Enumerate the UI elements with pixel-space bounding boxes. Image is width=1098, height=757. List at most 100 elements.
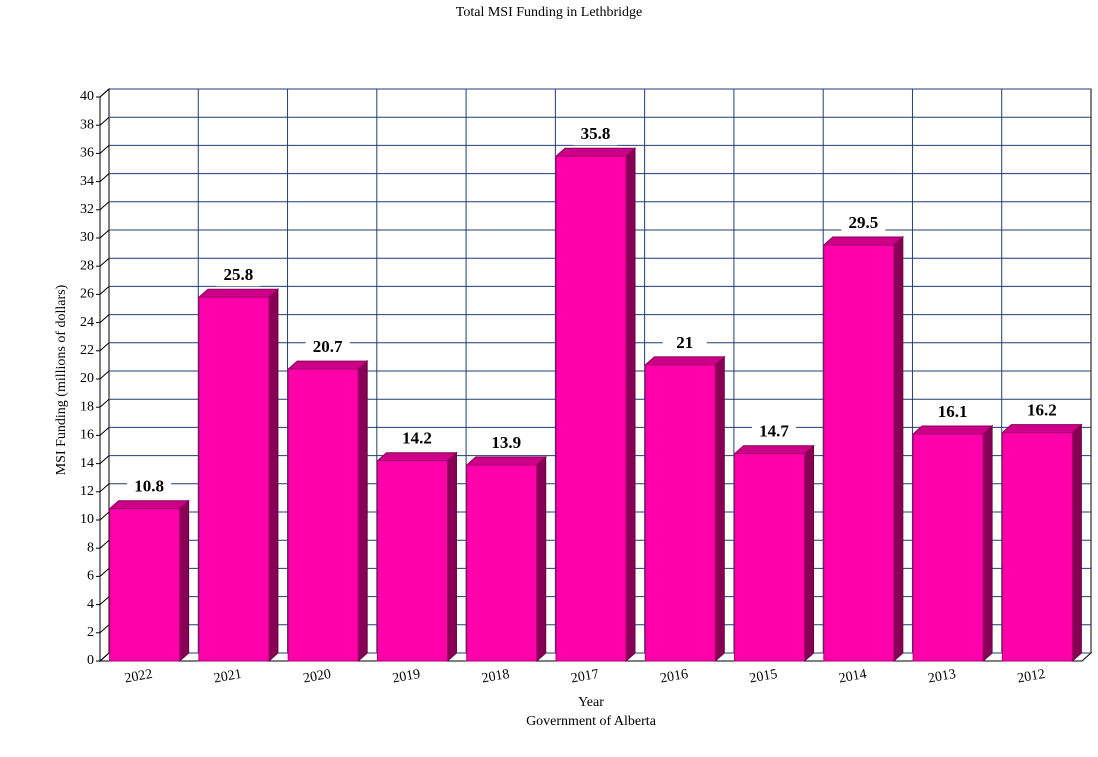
grid-line-wall xyxy=(99,116,110,126)
x-tick-label: 2022 xyxy=(123,667,153,687)
y-tick-label: 26 xyxy=(80,287,94,302)
bar-top xyxy=(911,425,994,435)
y-tick-label: 6 xyxy=(87,569,94,584)
y-tick-label: 40 xyxy=(80,89,94,104)
grid-line-wall xyxy=(99,398,110,408)
y-tick-label: 20 xyxy=(80,371,94,386)
bar-side xyxy=(893,235,904,663)
bar-side xyxy=(804,444,815,663)
bar-top xyxy=(733,445,815,455)
value-label: 16.2 xyxy=(1027,400,1057,419)
grid-line-wall xyxy=(99,173,110,182)
bar-side xyxy=(179,499,190,663)
x-tick-label: 2021 xyxy=(213,667,243,687)
grid-line-wall xyxy=(99,257,110,267)
grid-line-wall xyxy=(99,483,110,493)
value-label: 21 xyxy=(676,333,693,352)
y-tick-label: 28 xyxy=(80,258,94,273)
y-tick-label: 30 xyxy=(80,230,94,245)
x-axis-title: Year xyxy=(578,695,604,710)
x-tick-label: 2015 xyxy=(748,667,778,687)
grid-line-wall xyxy=(99,624,110,634)
grid-line-wall xyxy=(99,511,110,521)
bar xyxy=(912,433,984,662)
bar-side xyxy=(714,355,725,663)
value-label: 16.1 xyxy=(938,402,968,421)
bar-side xyxy=(536,455,547,663)
y-tick-label: 36 xyxy=(80,146,94,161)
value-label-box xyxy=(662,333,707,354)
value-label-box xyxy=(930,402,975,423)
bar-top xyxy=(197,288,280,298)
bar xyxy=(555,155,627,662)
bar-top xyxy=(108,500,190,510)
bar xyxy=(644,364,716,662)
grid-line-wall xyxy=(99,596,110,605)
grid-line-wall xyxy=(99,652,110,662)
value-label: 10.8 xyxy=(134,477,164,496)
x-tick-label: 2016 xyxy=(659,667,689,687)
x-tick-label: 2017 xyxy=(570,667,600,687)
value-label-box xyxy=(1019,401,1064,422)
y-tick-label: 14 xyxy=(80,456,94,471)
x-tick-label: 2012 xyxy=(1016,667,1046,687)
grid-line-wall xyxy=(99,539,110,549)
bar-side xyxy=(268,288,279,663)
x-tick-label: 2013 xyxy=(927,667,957,687)
x-tick-label: 2019 xyxy=(391,667,421,687)
grid-line-wall xyxy=(99,201,110,211)
y-axis-title: MSI Funding (millions of dollars) xyxy=(54,284,69,475)
bar xyxy=(287,368,359,662)
y-tick-label: 32 xyxy=(80,202,94,217)
caption: Government of Alberta xyxy=(526,714,657,729)
y-tick-label: 38 xyxy=(80,117,94,132)
bar xyxy=(198,296,270,662)
value-label: 35.8 xyxy=(581,124,611,143)
bar xyxy=(1001,432,1073,662)
grid-line-wall xyxy=(99,370,110,380)
y-tick-label: 34 xyxy=(80,174,94,189)
value-label-box xyxy=(127,477,172,498)
value-label-box xyxy=(394,429,439,450)
y-tick-label: 22 xyxy=(80,343,94,358)
bar-top xyxy=(465,456,548,466)
y-tick-label: 4 xyxy=(87,597,94,612)
bar-side xyxy=(982,424,993,663)
grid-line-wall xyxy=(99,455,110,464)
bar-top xyxy=(1001,424,1083,434)
value-label: 20.7 xyxy=(313,337,343,356)
bar xyxy=(734,453,806,662)
bar-top xyxy=(286,360,369,370)
y-tick-label: 12 xyxy=(80,484,94,499)
grid-line-wall xyxy=(99,88,110,98)
x-tick-label: 2018 xyxy=(481,667,511,687)
value-label: 14.2 xyxy=(402,429,432,448)
value-label-box xyxy=(573,125,618,146)
x-tick-label: 2014 xyxy=(838,667,868,687)
grid-line-wall xyxy=(99,229,110,239)
value-label-box xyxy=(841,214,886,235)
y-tick-label: 2 xyxy=(87,625,94,640)
chart-title: Total MSI Funding in Lethbridge xyxy=(456,5,642,20)
bar xyxy=(466,464,538,662)
grid-line-wall xyxy=(99,286,110,295)
bar-side xyxy=(1071,423,1082,663)
bar xyxy=(823,244,895,662)
grid-line-wall xyxy=(99,342,110,352)
y-tick-label: 0 xyxy=(87,653,94,668)
value-label-box xyxy=(484,434,529,455)
y-tick-label: 10 xyxy=(80,512,94,527)
bar-side xyxy=(446,451,457,663)
bar-top xyxy=(822,236,905,246)
value-label-box xyxy=(216,266,261,287)
value-label-box xyxy=(752,422,797,443)
bar-top xyxy=(643,356,726,366)
grid-line-wall xyxy=(99,568,110,577)
y-tick-label: 16 xyxy=(80,428,94,443)
grid-line-wall xyxy=(99,314,110,323)
value-label: 14.7 xyxy=(759,422,789,441)
bar xyxy=(376,460,448,662)
bar-top xyxy=(554,147,637,157)
